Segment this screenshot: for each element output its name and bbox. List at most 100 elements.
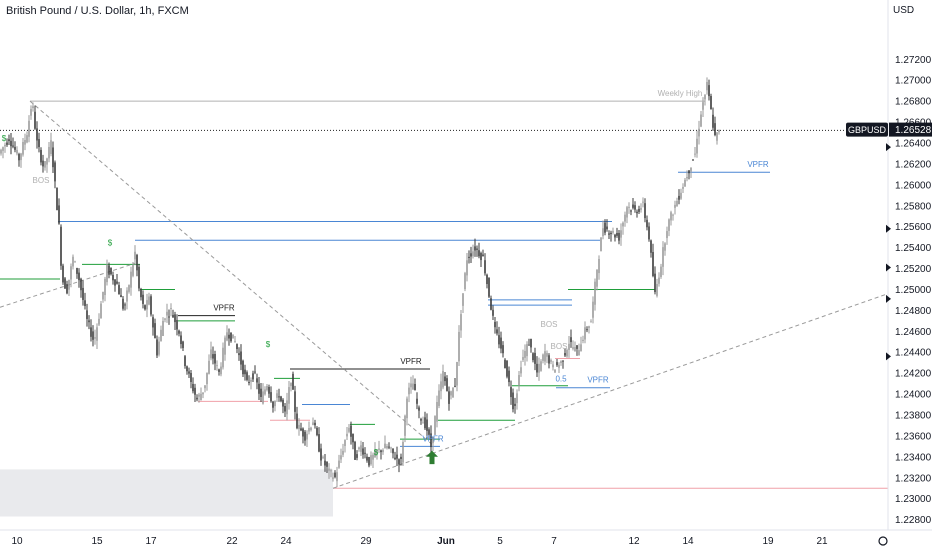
y-tick-label: 1.25200 [895, 264, 932, 275]
candle-body [304, 431, 306, 441]
candle-body [516, 393, 518, 404]
candle-body [198, 394, 200, 397]
candle-body [162, 320, 164, 337]
candle-body [26, 135, 28, 143]
candle-body [452, 387, 454, 398]
candle-body [206, 372, 208, 385]
candle-body [174, 314, 176, 323]
candle-body [678, 195, 680, 200]
candle-body [642, 201, 644, 203]
candle-body [664, 243, 666, 251]
candle-body [12, 145, 14, 147]
candle-body [544, 351, 546, 362]
candle-body [528, 344, 530, 346]
candle-body [558, 364, 560, 368]
candle-body [692, 159, 694, 161]
candle-body [306, 433, 308, 440]
candle-body [68, 279, 70, 290]
candle-body [686, 176, 688, 179]
chart-annotation: VPFR [422, 434, 444, 443]
candle-body [470, 253, 472, 257]
candle-body [204, 385, 206, 389]
candle-body [464, 273, 466, 290]
candle-body [696, 138, 698, 154]
candle-body [454, 385, 456, 387]
candle-body [326, 461, 328, 467]
candle-body [610, 232, 612, 235]
candle-body [428, 429, 430, 435]
x-tick-label: 21 [816, 536, 828, 547]
candle-body [322, 456, 324, 458]
y-tick-label: 1.23800 [895, 411, 932, 422]
candle-body [478, 250, 480, 257]
candle-body [176, 319, 178, 330]
y-tick-label: 1.24200 [895, 369, 932, 380]
chart-annotation: $ [266, 340, 271, 349]
candle-body [448, 391, 450, 404]
candle-body [252, 373, 254, 380]
candle-body [344, 440, 346, 446]
up-arrow-icon [426, 450, 438, 465]
candle-body [170, 308, 172, 310]
candle-body [64, 278, 66, 289]
candle-body [238, 353, 240, 356]
candle-body [542, 354, 544, 361]
candle-body [430, 433, 432, 448]
y-tick-label: 1.23400 [895, 452, 932, 463]
candle-body [710, 95, 712, 110]
candle-body [178, 330, 180, 334]
candle-body [40, 149, 42, 163]
candle-body [294, 391, 296, 412]
chart-annotation: VPFR [213, 303, 235, 312]
chart-annotation: BOS [33, 176, 50, 185]
candle-body [268, 386, 270, 394]
axis-marker-icon [886, 224, 891, 233]
chart-annotation: 0.5 [555, 375, 567, 384]
candle-body [540, 361, 542, 371]
y-tick-label: 1.25800 [895, 201, 932, 212]
candle-body [356, 454, 358, 458]
candle-body [4, 144, 6, 147]
candle-body [672, 214, 674, 216]
candle-body [246, 372, 248, 380]
y-tick-label: 1.24000 [895, 390, 932, 401]
candle-body [456, 361, 458, 386]
candle-body [152, 317, 154, 328]
x-tick-label: 15 [91, 536, 103, 547]
candle-body [648, 226, 650, 240]
candle-body [546, 353, 548, 357]
candle-body [370, 455, 372, 465]
last-price-label: 1.26528 [895, 125, 932, 136]
y-tick-label: 1.26200 [895, 159, 932, 170]
candle-body [122, 298, 124, 309]
candle-body [632, 204, 634, 208]
candle-body [310, 427, 312, 431]
candle-body [350, 425, 352, 437]
candle-body [536, 363, 538, 373]
candle-body [496, 329, 498, 334]
candle-body [16, 149, 18, 154]
candle-body [580, 344, 582, 352]
candle-body [578, 350, 580, 356]
candle-body [640, 208, 642, 210]
axis-settings-icon [876, 534, 890, 548]
candle-body [24, 139, 26, 145]
candle-body [128, 285, 130, 292]
candle-body [218, 369, 220, 372]
candle-body [422, 422, 424, 424]
candle-body [308, 427, 310, 432]
candle-body [524, 350, 526, 358]
candle-body [288, 387, 290, 404]
candle-body [208, 360, 210, 374]
candle-body [256, 378, 258, 383]
y-tick-label: 1.26000 [895, 180, 932, 191]
candle-body [136, 254, 138, 271]
candle-body [118, 285, 120, 295]
chart-annotation: VPFR [747, 160, 769, 169]
candle-body [106, 264, 108, 283]
candle-body [250, 380, 252, 382]
candle-body [90, 327, 92, 337]
candle-body [372, 454, 374, 460]
